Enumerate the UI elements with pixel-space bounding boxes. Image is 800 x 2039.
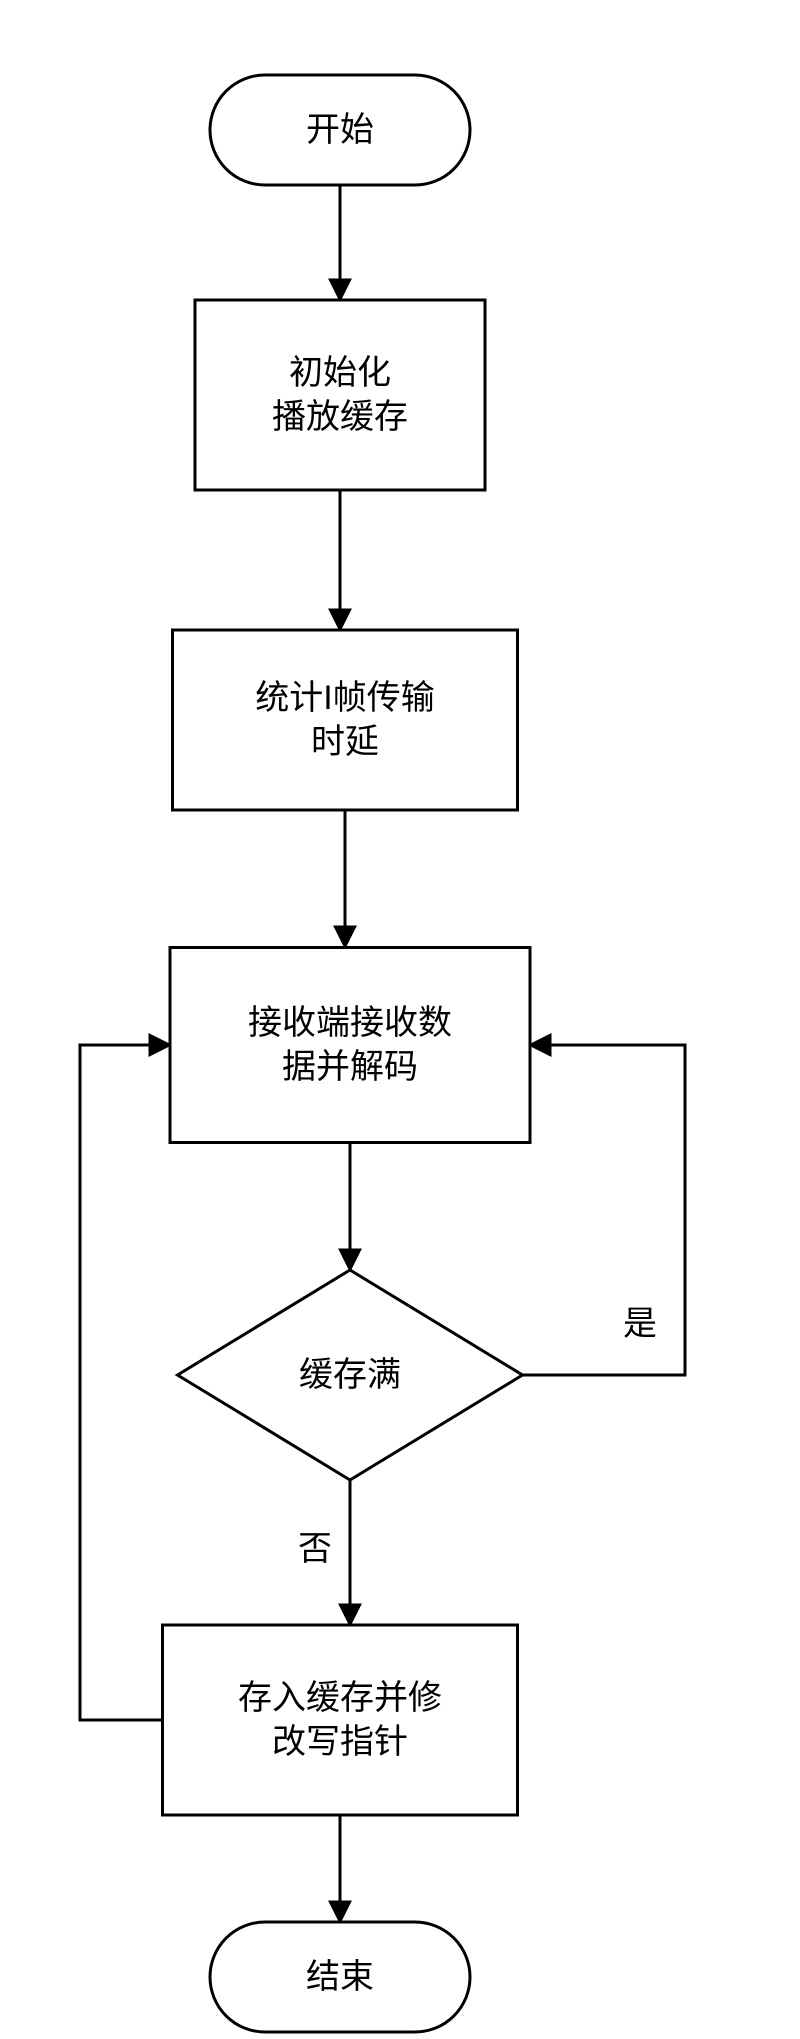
svg-text:是: 是 <box>623 1305 657 1343</box>
svg-text:否: 否 <box>298 1530 332 1568</box>
flowchart-canvas: 否 是 开始初始化播放缓存统计I帧传输时延接收端接收数据并解码缓存满存入缓存并修改写… <box>0 0 800 2039</box>
node-init-line-1: 播放缓存 <box>272 398 408 436</box>
node-receive: 接收端接收数据并解码 <box>170 948 530 1143</box>
node-end: 结束 <box>210 1922 470 2032</box>
node-decision: 缓存满 <box>178 1270 523 1480</box>
node-init-line-0: 初始化 <box>289 354 391 392</box>
node-count-line-1: 时延 <box>311 723 379 761</box>
node-decision-line-0: 缓存满 <box>299 1356 401 1394</box>
node-end-line-0: 结束 <box>306 1958 374 1996</box>
node-start: 开始 <box>210 75 470 185</box>
node-count: 统计I帧传输时延 <box>173 630 518 810</box>
node-init: 初始化播放缓存 <box>195 300 485 490</box>
node-count-line-0: 统计I帧传输 <box>255 679 434 717</box>
node-store: 存入缓存并修改写指针 <box>163 1625 518 1815</box>
node-start-line-0: 开始 <box>306 111 374 149</box>
node-receive-line-0: 接收端接收数 <box>248 1004 452 1042</box>
node-receive-line-1: 据并解码 <box>282 1048 418 1086</box>
node-store-line-1: 改写指针 <box>272 1723 408 1761</box>
node-store-line-0: 存入缓存并修 <box>238 1679 442 1717</box>
